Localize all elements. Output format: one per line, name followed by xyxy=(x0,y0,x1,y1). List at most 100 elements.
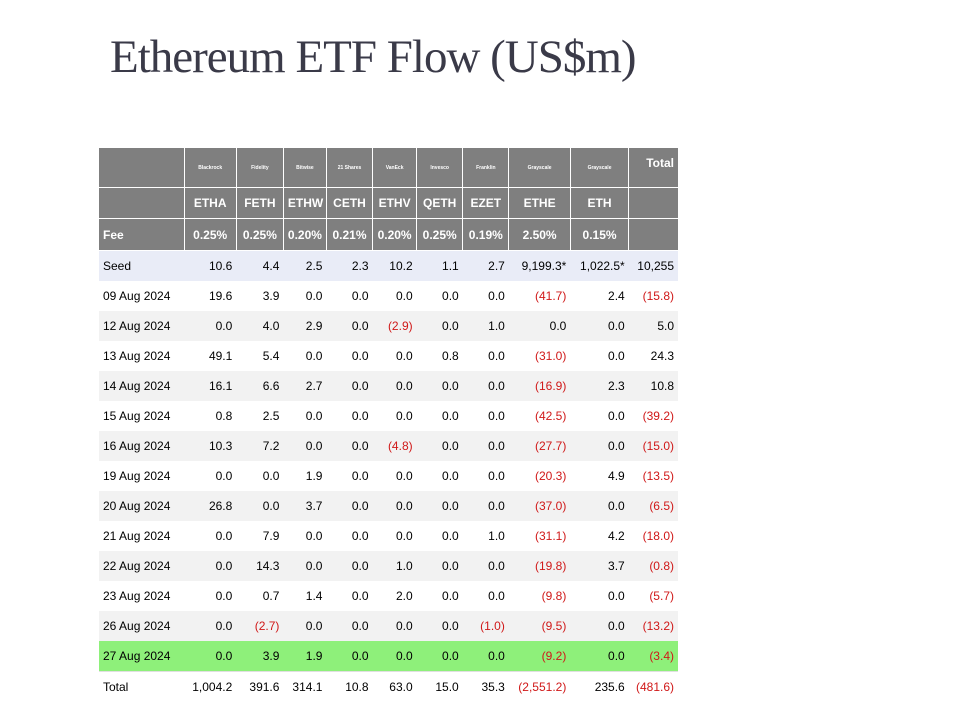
table-cell: 2.0 xyxy=(395,589,413,603)
table-cell: 1,022.5* xyxy=(570,250,629,281)
ticker-header: ETHW xyxy=(283,187,327,219)
row-label: 19 Aug 2024 xyxy=(103,469,171,483)
row-label: Seed xyxy=(99,250,185,281)
table-cell: 0.0 xyxy=(570,641,629,672)
table-cell: 4.2 xyxy=(608,529,625,543)
page-title: Ethereum ETF Flow (US$m) xyxy=(110,31,637,83)
table-cell: 0.0 xyxy=(372,611,417,641)
ticker-header: EZET xyxy=(462,187,510,219)
issuer-header: Grayscale xyxy=(508,148,571,188)
table-cell: 2.9 xyxy=(283,311,327,341)
table-cell: (1.0) xyxy=(462,611,509,641)
table-cell: 10.6 xyxy=(184,250,237,281)
row-label: 27 Aug 2024 xyxy=(99,641,185,672)
table-cell: 0.0 xyxy=(326,491,373,521)
table-cell: (9.8) xyxy=(541,589,567,603)
table-cell: 16.1 xyxy=(184,371,237,401)
row-label: 09 Aug 2024 xyxy=(103,289,171,303)
table-cell: 9,199.3* xyxy=(508,250,571,281)
ticker-header: ETH xyxy=(570,187,630,219)
table-cell: 1,004.2 xyxy=(184,671,237,702)
table-cell: 0.7 xyxy=(262,589,280,603)
table-row: 19 Aug 2024 0.0 0.0 1.9 0.0 0.0 0.0 0.0 (20.3) 4.… xyxy=(99,461,678,491)
row-label: 20 Aug 2024 xyxy=(99,491,185,521)
table-cell: 10.8 xyxy=(326,671,373,702)
table-cell: 0.0 xyxy=(570,611,629,641)
table-cell: 1.4 xyxy=(305,589,323,603)
table-cell: 14.3 xyxy=(236,551,284,581)
table-cell: 0.0 xyxy=(236,491,284,521)
table-row: 15 Aug 2024 0.8 2.5 0.0 0.0 0.0 0.0 0.0 (42.5) 0.… xyxy=(99,401,678,431)
table-cell: 0.0 xyxy=(395,289,413,303)
table-cell: 0.0 xyxy=(488,409,505,423)
fee-label: Fee xyxy=(99,218,185,251)
table-cell: 0.0 xyxy=(395,349,413,363)
fee-value: 2.50% xyxy=(508,218,571,251)
table-cell: 0.0 xyxy=(215,529,233,543)
table-cell: (6.5) xyxy=(628,491,678,521)
total-row: Total 1,004.2 391.6 314.1 10.8 63.0 15.0 35.3 (2… xyxy=(99,671,678,702)
table-cell: 0.0 xyxy=(351,529,369,543)
ticker-header: CETH xyxy=(326,187,374,219)
table-cell: (31.0) xyxy=(534,349,567,363)
table-cell: 19.6 xyxy=(208,289,233,303)
table-cell: 0.0 xyxy=(442,289,459,303)
table-cell: (2,551.2) xyxy=(508,671,571,702)
table-cell: 0.0 xyxy=(351,589,369,603)
table-cell: 35.3 xyxy=(462,671,509,702)
fee-value: 0.20% xyxy=(283,218,327,251)
table-row: 16 Aug 2024 10.3 7.2 0.0 0.0 (4.8) 0.0 0.0 (27.7… xyxy=(99,431,678,461)
table-cell: 0.0 xyxy=(283,551,327,581)
table-cell: (18.0) xyxy=(642,529,674,543)
table-row: 12 Aug 2024 0.0 4.0 2.9 0.0 (2.9) 0.0 1.0 0.0 0.0… xyxy=(99,311,678,341)
table-cell: 235.6 xyxy=(570,671,629,702)
table-cell: 10.8 xyxy=(628,371,678,401)
table-cell: 4.0 xyxy=(236,311,284,341)
table-cell: 0.0 xyxy=(326,641,373,672)
ticker-header: ETHA xyxy=(184,187,237,219)
table-cell: 2.3 xyxy=(326,250,373,281)
table-cell: 0.0 xyxy=(395,529,413,543)
table-cell: 0.0 xyxy=(184,311,237,341)
table-cell: 0.0 xyxy=(462,551,509,581)
table-row: 22 Aug 2024 0.0 14.3 0.0 0.0 1.0 0.0 0.0 (19.8) 3… xyxy=(99,551,678,581)
table-cell: 4.9 xyxy=(608,469,625,483)
table-cell: 2.7 xyxy=(462,250,509,281)
table-cell: 2.5 xyxy=(262,409,280,423)
fee-row: Fee 0.25% 0.25% 0.20% 0.21% 0.20% 0.25% 0.19% 2.… xyxy=(99,218,678,251)
table-cell: 0.0 xyxy=(351,469,369,483)
row-label: 15 Aug 2024 xyxy=(103,409,171,423)
ticker-header: ETHE xyxy=(508,187,571,219)
ticker-header: QETH xyxy=(416,187,464,219)
row-label: 13 Aug 2024 xyxy=(103,349,171,363)
table-cell: 6.6 xyxy=(236,371,284,401)
table-cell: (13.2) xyxy=(628,611,678,641)
table-cell: 1.9 xyxy=(305,469,323,483)
issuer-header: Grayscale xyxy=(570,148,630,188)
table-cell: 0.0 xyxy=(215,469,233,483)
table-cell: 0.0 xyxy=(462,641,509,672)
table-row: 09 Aug 2024 19.6 3.9 0.0 0.0 0.0 0.0 0.0 (41.7) 2… xyxy=(99,281,678,311)
table-cell: (0.8) xyxy=(628,551,678,581)
table-cell: 10.3 xyxy=(184,431,237,461)
table-cell: 0.0 xyxy=(395,469,413,483)
table-cell: 0.0 xyxy=(305,289,323,303)
table-cell: 0.0 xyxy=(488,589,505,603)
table-cell: (9.2) xyxy=(508,641,571,672)
fee-value: 0.25% xyxy=(184,218,237,251)
table-row: 23 Aug 2024 0.0 0.7 1.4 0.0 2.0 0.0 0.0 (9.8) 0.0… xyxy=(99,581,678,611)
table-row: Seed 10.6 4.4 2.5 2.3 10.2 1.1 2.7 9,199.3* 1,022… xyxy=(99,250,678,281)
table-cell: 0.0 xyxy=(326,551,373,581)
issuer-header: VanEck xyxy=(372,148,418,188)
ticker-header: FETH xyxy=(236,187,284,219)
table-cell: (39.2) xyxy=(642,409,674,423)
table-cell: (481.6) xyxy=(628,671,678,702)
table-row: 14 Aug 2024 16.1 6.6 2.7 0.0 0.0 0.0 0.0 (16.9) 2… xyxy=(99,371,678,401)
table-cell: 0.0 xyxy=(508,311,571,341)
fee-value: 0.19% xyxy=(462,218,510,251)
table-cell: 0.0 xyxy=(215,589,233,603)
table-cell: 0.0 xyxy=(305,529,323,543)
table-cell: 7.9 xyxy=(262,529,280,543)
issuer-header: Blackrock xyxy=(184,148,237,188)
issuer-header-row: Blackrock Fidelity Bitwise 21 Shares VanEck I… xyxy=(99,148,678,188)
